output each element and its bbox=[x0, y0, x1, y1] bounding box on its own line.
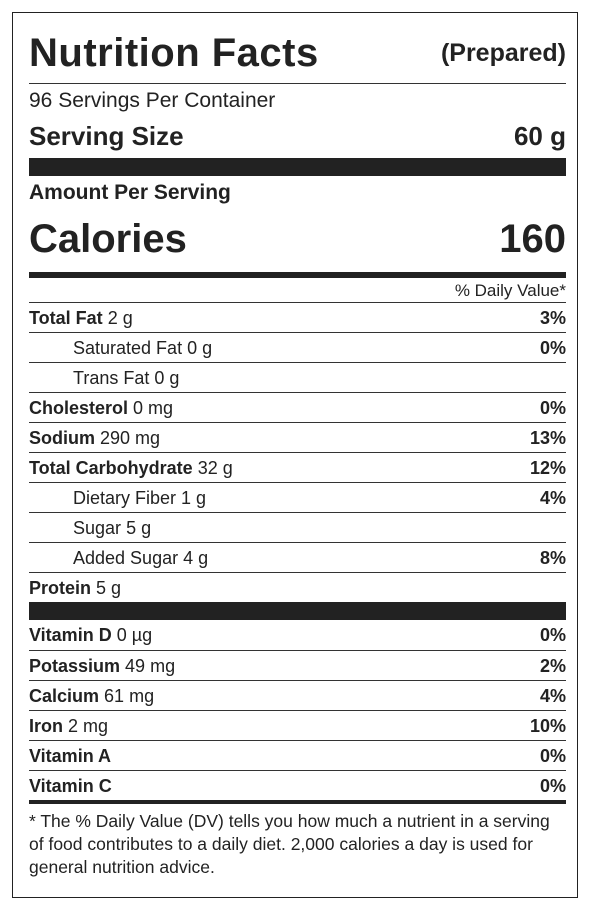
nutrient-row: Sodium 290 mg 13% bbox=[29, 422, 566, 452]
nutrient-name: Sodium bbox=[29, 428, 95, 448]
daily-value: 4% bbox=[539, 686, 566, 706]
nutrient: Iron 2 mg bbox=[29, 711, 108, 740]
nutrient-amount: 0 g bbox=[154, 368, 180, 388]
nutrient-amount: 0 mg bbox=[133, 398, 174, 418]
daily-value: 0% bbox=[539, 776, 566, 796]
nutrient-amount: 5 g bbox=[96, 578, 122, 598]
vitamins: Vitamin D 0 µg 0% Potassium 49 mg 2% Calcium… bbox=[29, 620, 566, 800]
nutrient: Dietary Fiber 1 g bbox=[29, 483, 206, 512]
nutrient: Sugar 5 g bbox=[29, 513, 151, 542]
daily-value: 4% bbox=[539, 488, 566, 508]
nutrient-row: Iron 2 mg 10% bbox=[29, 710, 566, 740]
nutrient-name: Cholesterol bbox=[29, 398, 129, 418]
dv-header: % Daily Value* bbox=[454, 281, 566, 300]
nutrient-name: Total Fat bbox=[29, 308, 103, 328]
nutrient: Trans Fat 0 g bbox=[29, 363, 179, 392]
nutrient-name: Iron bbox=[29, 716, 63, 736]
nutrient-amount: 1 g bbox=[181, 488, 207, 508]
nutrient: Sodium 290 mg bbox=[29, 423, 160, 452]
nutrient-amount: 2 mg bbox=[68, 716, 109, 736]
serving-size-label: Serving Size bbox=[29, 121, 184, 151]
nutrient-amount: 4 g bbox=[183, 548, 209, 568]
nutrient-name: Sugar bbox=[73, 518, 122, 538]
nutrient-name: Saturated Fat bbox=[73, 338, 183, 358]
nutrient-row: Trans Fat 0 g bbox=[29, 362, 566, 392]
nutrient-name: Vitamin A bbox=[29, 746, 112, 766]
amount-per-serving: Amount Per Serving bbox=[29, 181, 231, 204]
divider bbox=[29, 602, 566, 620]
servings: 96 Servings Per Container bbox=[29, 89, 276, 112]
nutrient-name: Calcium bbox=[29, 686, 100, 706]
nutrient-name: Vitamin D bbox=[29, 625, 112, 645]
nutrient-row: Vitamin D 0 µg 0% bbox=[29, 620, 566, 650]
footnote: * The % Daily Value (DV) tells you how m… bbox=[29, 800, 566, 879]
nutrient-row: Potassium 49 mg 2% bbox=[29, 650, 566, 680]
nutrient: Vitamin C bbox=[29, 771, 112, 800]
label-content: Nutrition Facts (Prepared) 96 Servings P… bbox=[29, 23, 566, 879]
daily-value: 2% bbox=[539, 656, 566, 676]
calories-label: Calories bbox=[29, 217, 187, 261]
nutrient: Vitamin D 0 µg bbox=[29, 620, 152, 650]
nutrient-amount: 61 mg bbox=[104, 686, 155, 706]
calories-value: 160 bbox=[499, 217, 566, 261]
nutrient-row: Saturated Fat 0 g 0% bbox=[29, 332, 566, 362]
nutrient: Cholesterol 0 mg bbox=[29, 393, 173, 422]
nutrient-name: Trans Fat bbox=[73, 368, 150, 388]
subtitle: (Prepared) bbox=[440, 38, 566, 67]
nutrient-row: Vitamin C 0% bbox=[29, 770, 566, 800]
nutrient-row: Cholesterol 0 mg 0% bbox=[29, 392, 566, 422]
divider bbox=[29, 158, 566, 176]
nutrient-name: Added Sugar bbox=[73, 548, 179, 568]
nutrient: Vitamin A bbox=[29, 741, 111, 770]
divider bbox=[29, 272, 566, 278]
nutrient-row: Protein 5 g bbox=[29, 572, 566, 602]
daily-value: 0% bbox=[539, 338, 566, 358]
title: Nutrition Facts bbox=[29, 30, 319, 75]
header: Nutrition Facts (Prepared) bbox=[29, 23, 566, 84]
nutrient-amount: 5 g bbox=[126, 518, 152, 538]
daily-value: 12% bbox=[529, 458, 566, 478]
nutrient-amount: 0 g bbox=[187, 338, 213, 358]
nutrient-amount: 0 µg bbox=[116, 625, 153, 645]
nutrient-amount: 32 g bbox=[197, 458, 233, 478]
nutrient-row: Calcium 61 mg 4% bbox=[29, 680, 566, 710]
nutrient-name: Dietary Fiber bbox=[73, 488, 177, 508]
nutrient: Potassium 49 mg bbox=[29, 651, 175, 680]
nutrient-name: Vitamin C bbox=[29, 776, 112, 796]
nutrient-row: Sugar 5 g bbox=[29, 512, 566, 542]
nutrients: Total Fat 2 g 3% Saturated Fat 0 g 0% Trans … bbox=[29, 302, 566, 602]
nutrient-row: Total Carbohydrate 32 g 12% bbox=[29, 452, 566, 482]
nutrient: Calcium 61 mg bbox=[29, 681, 154, 710]
calories: Calories 160 bbox=[29, 208, 566, 268]
nutrient-amount: 290 mg bbox=[100, 428, 161, 448]
daily-value: 0% bbox=[539, 746, 566, 766]
daily-value: 13% bbox=[529, 428, 566, 448]
nutrient-row: Added Sugar 4 g 8% bbox=[29, 542, 566, 572]
nutrient-row: Vitamin A 0% bbox=[29, 740, 566, 770]
nutrient-name: Potassium bbox=[29, 656, 121, 676]
daily-value: 8% bbox=[539, 548, 566, 568]
nutrient-row: Total Fat 2 g 3% bbox=[29, 302, 566, 332]
nutrition-label: Nutrition Facts (Prepared) 96 Servings P… bbox=[12, 12, 578, 898]
serving-size-value: 60 g bbox=[513, 121, 566, 151]
nutrient-name: Protein bbox=[29, 578, 92, 598]
serving-size: Serving Size 60 g bbox=[29, 114, 566, 158]
nutrient: Added Sugar 4 g bbox=[29, 543, 208, 572]
nutrient: Saturated Fat 0 g bbox=[29, 333, 212, 362]
nutrient-row: Dietary Fiber 1 g 4% bbox=[29, 482, 566, 512]
daily-value: 0% bbox=[539, 625, 566, 645]
nutrient-amount: 49 mg bbox=[125, 656, 176, 676]
daily-value: 0% bbox=[539, 398, 566, 418]
nutrient: Protein 5 g bbox=[29, 573, 121, 602]
daily-value: 10% bbox=[529, 716, 566, 736]
nutrient-name: Total Carbohydrate bbox=[29, 458, 193, 478]
nutrient: Total Fat 2 g bbox=[29, 303, 133, 332]
nutrient: Total Carbohydrate 32 g bbox=[29, 453, 233, 482]
daily-value: 3% bbox=[539, 308, 566, 328]
nutrient-amount: 2 g bbox=[107, 308, 133, 328]
